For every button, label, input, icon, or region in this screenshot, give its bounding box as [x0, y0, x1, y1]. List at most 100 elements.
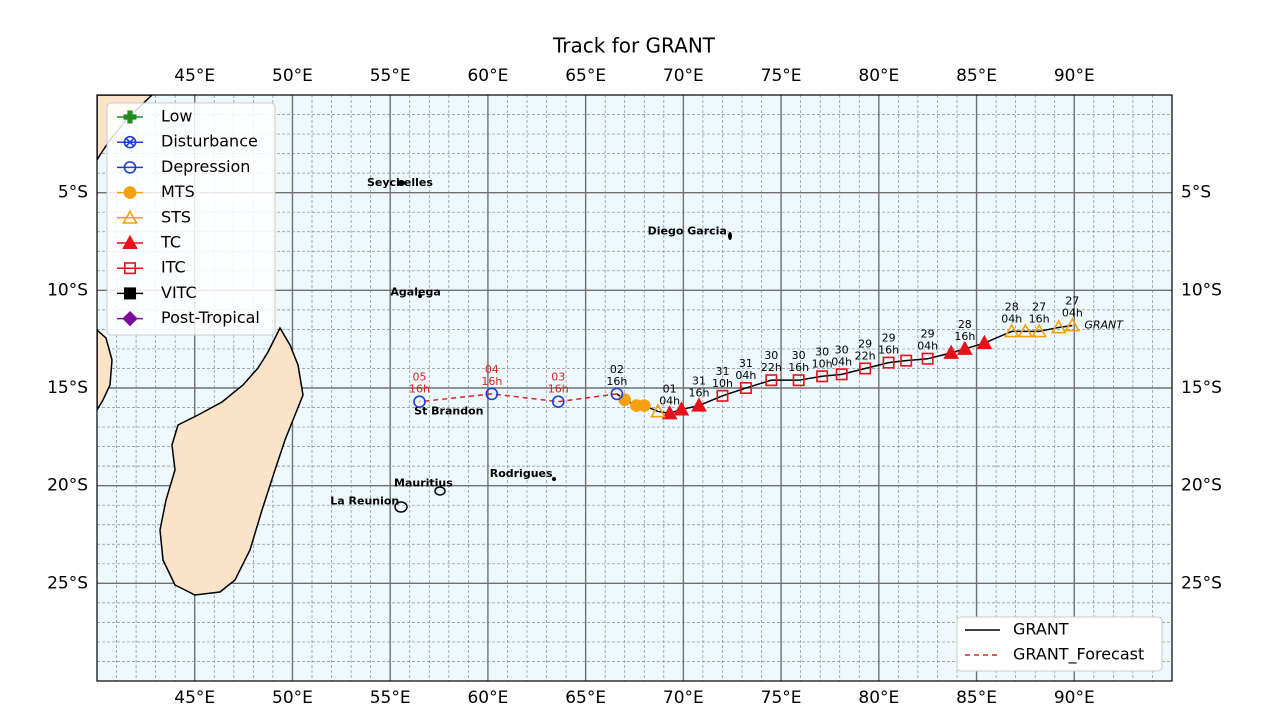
marker-shape — [739, 381, 752, 394]
x-tick-label: 50°E — [272, 688, 313, 708]
marker — [650, 403, 666, 418]
time-label-hour: 04h — [659, 394, 680, 407]
marker-shape — [124, 287, 137, 300]
x-tick-label: 80°E — [858, 688, 899, 708]
place-label: Agalega — [390, 285, 440, 298]
time-label-day: 30 — [815, 345, 829, 358]
x-tick-label: 60°E — [467, 688, 508, 708]
y-tick-label: 5°S — [1181, 183, 1211, 203]
time-label-day: 29 — [858, 337, 872, 350]
marker — [1017, 323, 1034, 338]
time-label-hour: 16h — [954, 330, 975, 343]
marker — [816, 370, 829, 383]
legend-label: MTS — [161, 182, 195, 201]
time-label-day: 02 — [610, 363, 624, 376]
x-tick-label: 70°E — [663, 66, 704, 86]
x-tick-label: 45°E — [174, 688, 215, 708]
marker — [661, 405, 678, 420]
y-tick-label: 15°S — [1181, 378, 1222, 398]
marker — [900, 354, 913, 367]
time-label-day: 29 — [882, 332, 896, 345]
legend-label: VITC — [161, 283, 197, 302]
time-label-day: 01 — [663, 382, 677, 395]
legend-label: Low — [161, 107, 193, 126]
marker-shape — [765, 374, 778, 387]
time-label-hour: 16h — [1029, 312, 1050, 325]
marker — [551, 395, 565, 408]
y-tick-label: 20°S — [47, 476, 88, 496]
marker-shape — [792, 374, 805, 387]
x-tick-label: 50°E — [272, 66, 313, 86]
time-label-day: 04 — [485, 363, 499, 376]
marker — [921, 352, 934, 365]
marker-shape — [124, 262, 137, 275]
marker-shape — [123, 110, 137, 124]
island — [394, 501, 408, 513]
island — [552, 477, 556, 481]
time-label-hour: 16h — [409, 383, 430, 396]
marker — [691, 397, 707, 412]
x-tick-label: 90°E — [1054, 66, 1095, 86]
marker — [610, 387, 624, 401]
marker-shape — [956, 340, 973, 355]
island — [418, 294, 422, 298]
legend-label: ITC — [161, 258, 186, 277]
marker-shape — [125, 137, 135, 147]
marker — [123, 161, 137, 174]
marker-shape — [900, 354, 913, 367]
place-label: Mauritius — [394, 477, 453, 490]
marker — [1003, 323, 1020, 338]
legend-label: GRANT — [1013, 620, 1069, 639]
marker-shape — [859, 362, 872, 375]
marker-shape — [122, 234, 138, 249]
marker — [123, 110, 137, 124]
time-label-hour: 16h — [788, 361, 809, 374]
marker — [956, 340, 973, 355]
island — [397, 180, 405, 186]
time-label-hour: 04h — [831, 355, 852, 368]
legend-label: Depression — [161, 157, 250, 176]
x-tick-label: 65°E — [565, 688, 606, 708]
marker — [716, 389, 729, 402]
place-label: Rodrigues — [490, 467, 553, 480]
time-label-day: 30 — [835, 343, 849, 356]
map-title: Track for GRANT — [552, 34, 716, 58]
x-tick-label: 90°E — [1054, 688, 1095, 708]
y-tick-label: 15°S — [47, 378, 88, 398]
place-label: Diego Garcia — [648, 225, 727, 238]
legend-box — [106, 102, 276, 336]
place-label: La Reunion — [330, 494, 399, 507]
time-label-day: 27 — [1032, 300, 1046, 313]
y-tick-label: 5°S — [58, 183, 88, 203]
time-label-day: 29 — [921, 328, 935, 341]
africa-coast — [97, 328, 113, 412]
time-label-hour: 16h — [481, 375, 502, 388]
marker-shape — [716, 389, 729, 402]
track-name: GRANT — [1084, 318, 1124, 331]
category-legend: Low Disturbance Depression MTS STS TC ITC VITC P… — [106, 102, 276, 336]
marker — [859, 362, 872, 375]
marker — [1064, 317, 1081, 332]
time-label-hour: 10h — [712, 377, 733, 390]
marker — [943, 344, 959, 359]
place-label: St Brandon — [414, 404, 483, 417]
marker-shape — [1050, 319, 1067, 334]
marker-shape — [673, 401, 690, 416]
marker — [792, 374, 805, 387]
time-label-day: 27 — [1065, 294, 1079, 307]
marker-shape — [1003, 323, 1020, 338]
time-label-day: 31 — [715, 365, 729, 378]
y-tick-label: 25°S — [1181, 573, 1222, 593]
marker — [123, 135, 137, 149]
time-label-hour: 04h — [1001, 312, 1022, 325]
y-tick-label: 10°S — [1181, 280, 1222, 300]
time-label-day: 03 — [551, 371, 565, 384]
time-label-day: 28 — [958, 318, 972, 331]
time-label-hour: 04h — [1062, 306, 1083, 319]
marker-shape — [1017, 323, 1034, 338]
x-tick-label: 75°E — [761, 688, 802, 708]
marker-shape — [943, 344, 959, 359]
marker — [673, 401, 690, 416]
place-label: Seychelles — [367, 176, 433, 189]
time-label-day: 31 — [739, 357, 753, 370]
